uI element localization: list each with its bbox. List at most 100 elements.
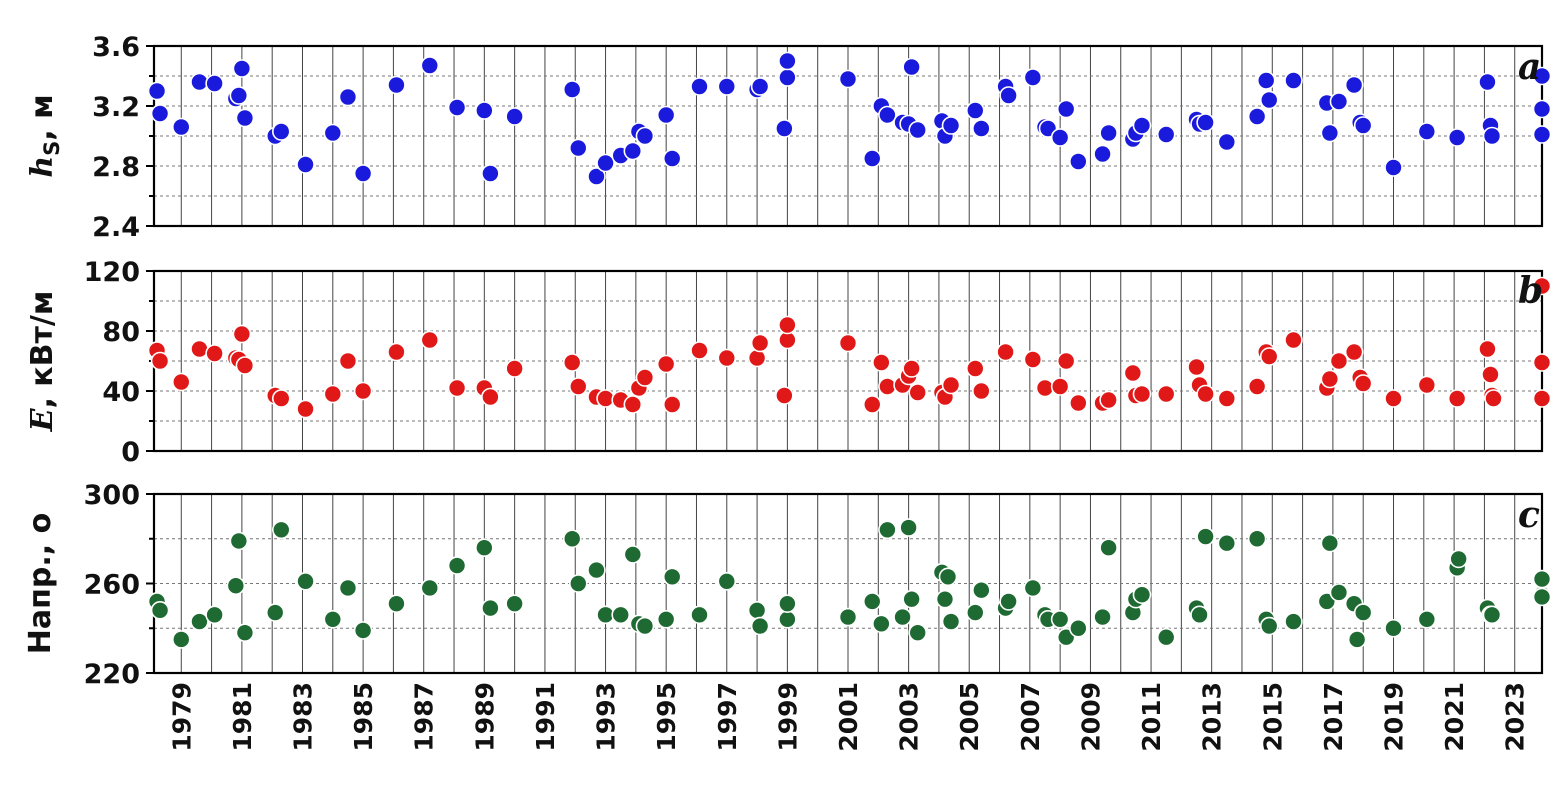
data-point <box>171 372 191 392</box>
data-point <box>1344 75 1364 95</box>
data-point <box>899 518 918 537</box>
y-tick-label: 300 <box>84 480 140 511</box>
y-tick-label: 120 <box>84 257 140 288</box>
data-point <box>1259 90 1279 110</box>
y-tick-label: 2.8 <box>92 152 140 183</box>
data-point <box>1284 612 1303 631</box>
data-point <box>505 107 524 126</box>
y-axis-label-unit: , кВт/м <box>25 291 60 409</box>
data-point <box>568 138 588 158</box>
data-point <box>562 529 582 549</box>
data-point <box>1284 330 1303 350</box>
data-point <box>778 609 797 629</box>
data-point <box>271 122 291 141</box>
data-point <box>232 324 252 344</box>
data-point <box>387 342 406 362</box>
data-point <box>587 167 606 186</box>
data-point <box>1353 116 1373 135</box>
y-axis-label-unit: , м <box>25 94 60 140</box>
data-point <box>1156 125 1176 144</box>
data-point <box>1481 365 1500 384</box>
data-point <box>1417 122 1437 141</box>
data-point <box>1132 384 1152 404</box>
data-point <box>972 119 991 138</box>
data-point <box>965 359 985 378</box>
data-point <box>690 605 709 625</box>
x-tick-label: 1983 <box>288 682 317 752</box>
data-point <box>150 351 170 371</box>
data-point <box>838 69 858 89</box>
data-point <box>323 609 343 629</box>
x-tick-label: 1987 <box>410 682 439 752</box>
data-point <box>265 603 285 622</box>
data-point <box>205 74 224 93</box>
data-point <box>420 56 440 75</box>
data-point <box>1217 389 1237 408</box>
data-point <box>778 51 797 71</box>
data-point <box>662 149 682 168</box>
data-point <box>1187 357 1206 377</box>
data-point <box>690 341 709 360</box>
data-point <box>1329 583 1349 602</box>
data-point <box>505 359 524 378</box>
y-tick-label: 3.2 <box>92 92 140 123</box>
data-point <box>1284 71 1303 90</box>
y-tick-label: 0 <box>121 437 140 468</box>
data-point <box>872 353 891 372</box>
data-point <box>838 607 858 627</box>
data-point <box>587 560 606 580</box>
x-tick-label: 1997 <box>713 682 742 752</box>
data-point <box>872 614 891 634</box>
data-point <box>205 605 224 625</box>
x-axis: 1979 1981 1983 1985 1987 1989 1991 1993 1995 1997… <box>167 682 1529 752</box>
data-point <box>611 605 631 625</box>
data-point <box>1196 113 1215 132</box>
data-point <box>747 601 767 620</box>
data-point <box>1093 144 1112 164</box>
data-point <box>171 630 191 649</box>
data-point <box>338 351 358 371</box>
data-point <box>271 389 291 408</box>
data-point <box>1417 375 1437 395</box>
panel-c: 220 260 300 c Напр., о <box>23 480 1552 690</box>
data-point <box>171 117 191 137</box>
data-point <box>1069 152 1088 171</box>
data-point <box>475 538 494 558</box>
data-point <box>1132 585 1152 604</box>
x-tick-label: 2013 <box>1198 682 1227 752</box>
data-point <box>893 607 912 627</box>
data-point <box>1478 339 1497 359</box>
data-point <box>1023 68 1043 87</box>
data-point <box>232 59 252 78</box>
data-point <box>902 589 921 609</box>
data-point <box>596 153 615 173</box>
data-point <box>862 395 882 414</box>
data-point <box>902 57 921 77</box>
data-point <box>481 387 500 407</box>
x-tick-label: 2011 <box>1137 682 1166 752</box>
data-point <box>447 556 467 575</box>
x-tick-label: 2003 <box>895 682 924 752</box>
panel-a: 2.4 2.8 3.2 3.6 a hS, м <box>25 32 1552 243</box>
data-point <box>1056 351 1076 371</box>
data-point <box>505 594 524 613</box>
y-tick-label: 40 <box>102 377 140 408</box>
data-point <box>1099 123 1118 143</box>
y-axis-label: E, кВт/м <box>25 291 60 433</box>
data-point <box>1247 529 1267 549</box>
data-point <box>1532 99 1552 119</box>
data-point <box>908 383 928 402</box>
data-point <box>190 612 209 631</box>
data-point <box>353 381 373 401</box>
data-point <box>1482 126 1502 146</box>
panel-b: 0 40 80 120 b E, кВт/м <box>25 257 1552 468</box>
data-point <box>1532 276 1552 296</box>
data-point <box>1156 627 1176 647</box>
data-point <box>750 616 770 636</box>
data-point <box>635 126 655 146</box>
x-tick-label: 1991 <box>531 682 560 752</box>
data-point <box>353 621 373 640</box>
data-point <box>1217 132 1237 152</box>
data-point <box>1320 123 1340 143</box>
